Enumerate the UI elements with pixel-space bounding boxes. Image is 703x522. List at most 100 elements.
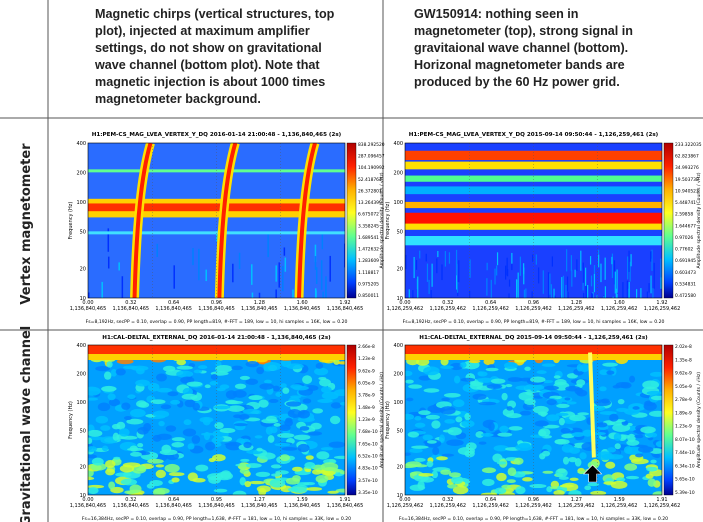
texture xyxy=(270,473,281,477)
texture xyxy=(501,484,512,490)
texture xyxy=(275,265,277,282)
texture xyxy=(609,413,619,422)
texture xyxy=(88,386,101,396)
chirp xyxy=(297,143,317,298)
texture xyxy=(508,293,510,298)
texture xyxy=(494,268,496,285)
texture xyxy=(208,457,216,463)
texture xyxy=(604,286,607,298)
texture xyxy=(456,281,459,293)
texture xyxy=(574,269,576,278)
texture xyxy=(501,392,508,401)
band xyxy=(88,203,345,212)
texture xyxy=(562,275,564,298)
colorbar-tick-label: 26.372801 xyxy=(358,188,382,194)
texture xyxy=(513,457,524,465)
texture xyxy=(593,273,596,293)
texture xyxy=(100,425,111,431)
texture xyxy=(275,289,277,298)
texture xyxy=(123,415,132,421)
texture xyxy=(406,397,414,402)
texture xyxy=(243,441,252,449)
row-label: Gravitational wave channel xyxy=(19,326,34,522)
texture xyxy=(530,376,546,383)
x-tick-sublabel: 1,136,840,465 xyxy=(198,503,235,509)
texture xyxy=(576,389,588,397)
colorbar-tick-label: 1.283609 xyxy=(358,258,379,264)
band xyxy=(88,345,345,354)
texture xyxy=(629,375,636,383)
colorbar-tick-label: 0.472580 xyxy=(675,293,696,299)
texture xyxy=(168,472,185,477)
texture xyxy=(649,371,662,377)
texture xyxy=(88,292,90,298)
y-tick-label: 100 xyxy=(393,400,403,406)
texture xyxy=(314,367,329,376)
texture xyxy=(209,380,219,386)
colorbar-tick-label: 2.02e-8 xyxy=(675,344,692,350)
texture xyxy=(239,477,246,486)
texture xyxy=(130,408,146,418)
plot-title: H1:CAL-DELTAL_EXTERNAL_DQ 2015-09-14 09:… xyxy=(419,335,648,341)
texture xyxy=(405,370,413,377)
texture xyxy=(248,395,263,401)
colorbar-tick-label: 2.66e-8 xyxy=(358,344,375,350)
texture xyxy=(330,402,342,409)
texture xyxy=(101,385,117,392)
colorbar-tick-label: 3.358245 xyxy=(358,223,379,229)
texture xyxy=(205,269,207,282)
texture xyxy=(102,445,109,452)
texture xyxy=(623,446,633,454)
texture xyxy=(448,252,451,264)
texture xyxy=(329,255,331,282)
header-line: GW150914: nothing seen in xyxy=(414,7,579,21)
texture xyxy=(506,257,508,276)
texture xyxy=(121,402,131,410)
texture xyxy=(562,456,570,465)
texture xyxy=(555,412,569,417)
colorbar-tick-label: 233.322035 xyxy=(675,142,702,148)
texture xyxy=(582,262,584,283)
texture xyxy=(652,288,654,298)
texture xyxy=(147,458,164,464)
texture xyxy=(314,244,317,263)
texture xyxy=(234,383,247,390)
texture xyxy=(590,490,607,495)
texture xyxy=(274,442,291,447)
texture xyxy=(506,406,513,411)
x-tick-label: 1.60 xyxy=(297,300,308,306)
texture xyxy=(430,290,432,298)
texture xyxy=(440,365,454,370)
texture xyxy=(611,253,614,278)
texture xyxy=(176,365,193,370)
texture xyxy=(587,285,589,298)
texture xyxy=(192,402,201,411)
texture xyxy=(507,377,523,382)
texture xyxy=(616,407,629,412)
texture xyxy=(554,439,567,445)
texture xyxy=(118,262,120,271)
texture xyxy=(601,453,615,460)
x-tick-sublabel: 1,126,259,462 xyxy=(601,306,638,312)
x-tick-sublabel: 1,136,840,465 xyxy=(284,306,321,312)
texture xyxy=(267,232,269,258)
texture xyxy=(590,275,593,287)
texture xyxy=(607,447,617,453)
texture xyxy=(490,378,506,384)
colorbar-tick-label: 838.292520 xyxy=(358,142,385,148)
x-tick-sublabel: 1,136,840,465 xyxy=(70,503,107,509)
texture xyxy=(524,366,531,371)
texture xyxy=(95,415,109,424)
colorbar-tick-label: 0.77602 xyxy=(675,247,693,253)
texture xyxy=(626,439,640,446)
colorbar-tick-label: 1.472632 xyxy=(358,247,379,253)
x-tick-label: 0.32 xyxy=(442,497,453,503)
texture xyxy=(97,402,111,412)
texture xyxy=(105,468,116,476)
texture xyxy=(251,292,254,298)
texture xyxy=(455,249,458,266)
texture xyxy=(591,292,593,298)
plot-footer: Fs=8,192Hz, secPP = 0.10, overlap = 0.90… xyxy=(403,319,665,325)
texture xyxy=(88,486,99,495)
